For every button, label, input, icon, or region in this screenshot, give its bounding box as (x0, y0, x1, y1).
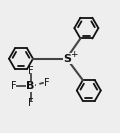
Text: +: + (70, 50, 77, 59)
Text: S: S (63, 54, 71, 64)
Text: B: B (26, 81, 35, 91)
Text: F: F (28, 97, 33, 107)
Text: F: F (44, 78, 50, 88)
Text: F: F (11, 81, 17, 91)
Text: F: F (28, 66, 33, 76)
